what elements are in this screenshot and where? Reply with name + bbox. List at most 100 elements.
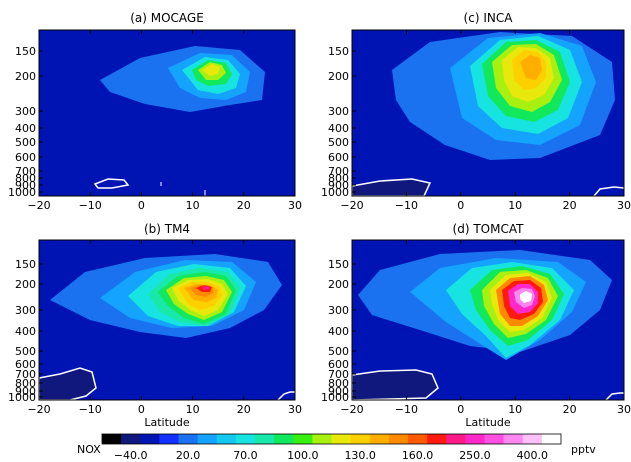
colorbar-swatch [312,434,332,444]
y-tick-label: 150 [328,45,349,58]
y-tick-label: 300 [328,105,349,118]
x-tick-label: 30 [617,403,631,416]
colorbar-swatch [197,434,218,444]
colorbar-swatch [102,434,122,444]
y-tick-label: 800 [328,172,349,185]
y-tick-label: 600 [15,151,36,164]
ocean-contour-c [352,178,432,196]
y-tick-label: 300 [328,304,349,317]
x-tick-label: 20 [563,199,577,212]
y-tick-label: 700 [328,165,349,178]
panel-b-x-ticks: −20 −10 0 10 20 30 [27,240,302,416]
x-tick-label: 0 [138,403,145,416]
ocean-contour-a [93,178,130,189]
ocean-contour-b [39,367,97,400]
y-tick-label: 1000 [8,391,36,404]
x-tick-label: −10 [395,403,418,416]
y-tick-label: 150 [15,258,36,271]
contour-c-8 [520,55,542,80]
panel-d-x-label: Latitude [465,416,511,429]
colorbar-label: 100.0 [287,449,319,462]
y-tick-label: 600 [15,358,36,371]
y-tick-label: 500 [328,136,349,149]
colorbar-swatch [503,434,524,444]
x-tick-label: 20 [563,403,577,416]
panel-a-title: (a) MOCAGE [130,11,204,25]
panel-b-title: (b) TM4 [144,222,190,236]
y-tick-label: 400 [15,122,36,135]
coast-contour-b [277,391,295,400]
panel-d-x-ticks: −20 −10 0 10 20 30 [340,240,631,416]
colorbar-swatch [121,434,141,444]
colorbar-swatch [408,434,428,444]
panel-a: (a) MOCAGE −20 −10 0 10 20 30 150 200 300 400500… [8,11,302,212]
x-tick-label: 0 [457,199,464,212]
y-tick-label: 1000 [8,186,36,199]
colorbar-swatch [541,434,562,444]
colorbar-unit: pptv [571,443,596,456]
x-tick-label: 10 [186,403,200,416]
colorbar-swatch [484,434,505,444]
colorbar-swatch [140,434,160,444]
x-tick-label: −20 [340,403,363,416]
x-tick-label: 30 [617,199,631,212]
y-tick-label: 900 [328,179,349,192]
colorbar-swatch [216,434,237,444]
y-tick-label: 300 [15,105,36,118]
colorbar-swatch [522,434,543,444]
y-tick-label: 900 [15,385,36,398]
x-tick-label: 10 [508,403,522,416]
colorbar-variable: NOX [77,443,101,456]
colorbar-swatch [274,434,294,444]
colorbar-swatches [102,434,562,444]
y-tick-label: 200 [328,70,349,83]
x-tick-label: 30 [288,403,302,416]
y-tick-label: 800 [328,377,349,390]
y-tick-label: 600 [328,358,349,371]
x-tick-label: 10 [186,199,200,212]
colorbar-label: 250.0 [459,449,491,462]
y-tick-label: 400 [15,325,36,338]
x-tick-label: 30 [288,199,302,212]
y-tick-label: 500 [328,345,349,358]
x-tick-label: −20 [27,199,50,212]
y-tick-label: 400 [328,122,349,135]
y-tick-label: 200 [15,70,36,83]
y-tick-label: 900 [15,179,36,192]
y-tick-label: 700 [15,368,36,381]
x-tick-label: 0 [138,199,145,212]
colorbar-swatch [293,434,313,444]
y-tick-label: 1000 [321,391,349,404]
y-tick-label: 200 [328,278,349,291]
panel-b: (b) TM4 Latitude −20 −10 0 10 20 30 150 200 300… [8,222,302,429]
y-tick-label: 400 [328,325,349,338]
panel-b-x-label: Latitude [144,416,190,429]
y-tick-label: 700 [15,165,36,178]
colorbar-swatch [350,434,371,444]
y-tick-label: 1000 [321,186,349,199]
panel-d-title: (d) TOMCAT [453,222,525,236]
y-tick-label: 800 [15,377,36,390]
colorbar-label: −40.0 [114,449,148,462]
x-tick-label: 10 [508,199,522,212]
y-tick-label: 150 [328,258,349,271]
x-tick-label: −20 [340,199,363,212]
colorbar-swatch [427,434,447,444]
x-tick-label: 20 [237,403,251,416]
colorbar-label: 400.0 [517,449,549,462]
colorbar-swatch [388,434,409,444]
contour-d-11 [520,291,532,303]
y-tick-label: 600 [328,151,349,164]
colorbar: NOX −40.0 20.0 70.0 100.0 130.0 160.0 250.0 400… [77,433,596,462]
contour-b-12 [202,286,210,290]
colorbar-labels: −40.0 20.0 70.0 100.0 130.0 160.0 250.0 400.0 [114,449,548,462]
y-tick-label: 500 [15,136,36,149]
colorbar-swatch [178,434,199,444]
x-tick-label: 20 [237,199,251,212]
x-tick-label: −10 [79,403,102,416]
panel-c-x-ticks: −20 −10 0 10 20 30 [340,30,631,212]
